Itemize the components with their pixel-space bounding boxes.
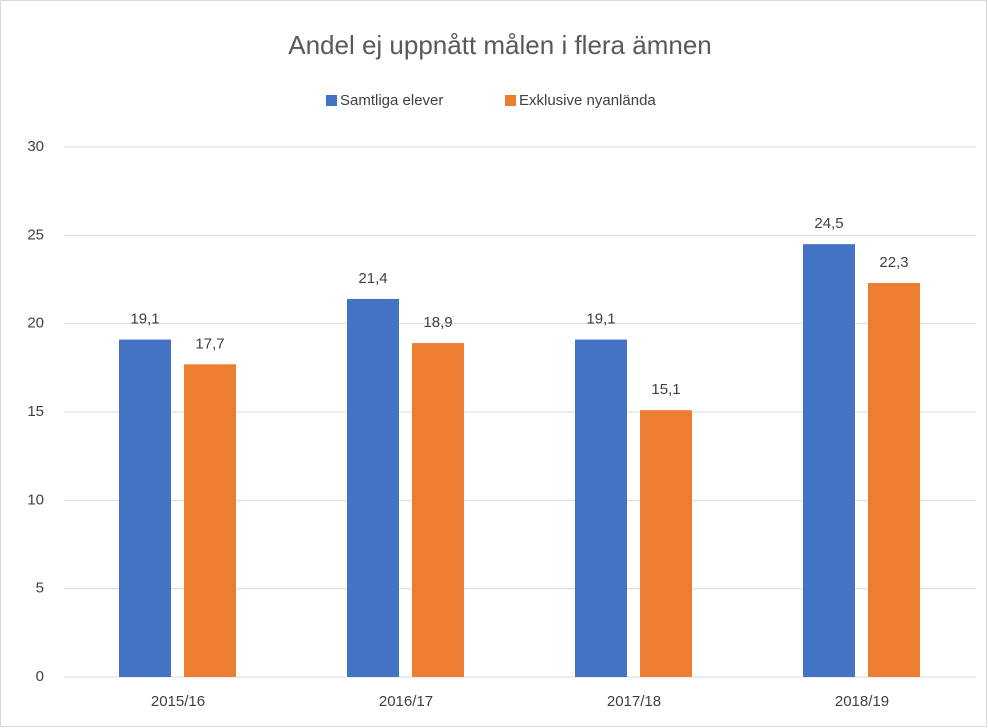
x-tick-label: 2015/16 xyxy=(151,693,205,710)
y-tick-label: 10 xyxy=(27,491,44,508)
x-tick-label: 2018/19 xyxy=(835,693,889,710)
y-tick-label: 5 xyxy=(36,580,44,597)
y-tick-label: 15 xyxy=(27,403,44,420)
data-label: 21,4 xyxy=(358,270,387,287)
bar xyxy=(184,364,236,677)
data-label: 19,1 xyxy=(130,311,159,328)
bar xyxy=(575,339,627,677)
y-tick-label: 20 xyxy=(27,315,44,332)
bar xyxy=(640,410,692,677)
data-label: 22,3 xyxy=(879,254,908,271)
data-label: 24,5 xyxy=(814,215,843,232)
y-tick-label: 0 xyxy=(36,668,44,685)
legend-label: Samtliga elever xyxy=(340,92,443,109)
bar xyxy=(868,283,920,677)
bar xyxy=(119,339,171,677)
x-tick-label: 2016/17 xyxy=(379,693,433,710)
chart-title: Andel ej uppnått målen i flera ämnen xyxy=(288,30,712,60)
data-label: 19,1 xyxy=(586,311,615,328)
bar xyxy=(347,298,399,677)
legend-swatch xyxy=(505,95,516,106)
y-tick-label: 25 xyxy=(27,226,44,243)
data-label: 17,7 xyxy=(195,335,224,352)
x-tick-label: 2017/18 xyxy=(607,693,661,710)
legend-swatch xyxy=(326,95,337,106)
data-label: 15,1 xyxy=(651,381,680,398)
legend-label: Exklusive nyanlända xyxy=(519,92,656,109)
y-tick-label: 30 xyxy=(27,138,44,155)
bar xyxy=(412,343,464,677)
bar xyxy=(803,244,855,677)
data-label: 18,9 xyxy=(423,314,452,331)
